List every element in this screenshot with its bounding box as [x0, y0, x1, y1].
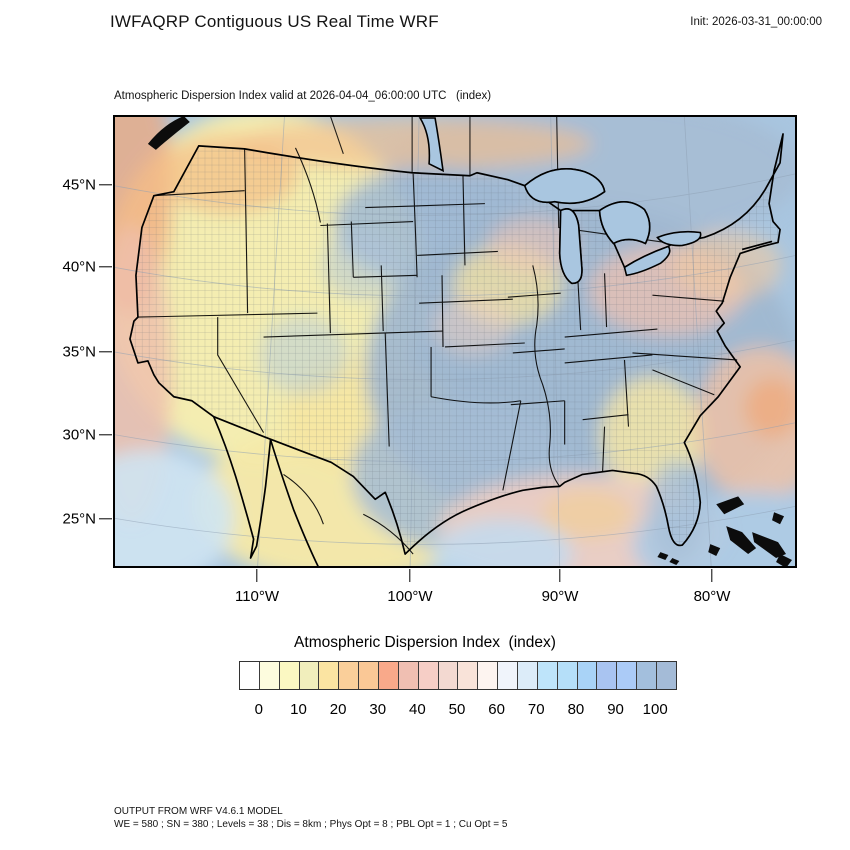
us-map-svg: [114, 116, 796, 567]
lat-tick-mark: [99, 184, 112, 186]
lat-tick-mark: [99, 266, 112, 268]
valid-time-subtitle: Atmospheric Dispersion Index valid at 20…: [114, 90, 492, 102]
colorbar-cell: [657, 662, 676, 689]
colorbar-cell: [299, 662, 320, 689]
colorbar-tick-label: 10: [290, 701, 307, 718]
colorbar-tick-label: 80: [567, 701, 585, 718]
vancouver-island: [147, 116, 190, 150]
colorbar-cell: [537, 662, 558, 689]
colorbar-cell: [597, 662, 618, 689]
colorbar-cell: [259, 662, 280, 689]
colorbar-cell: [617, 662, 638, 689]
baja-peninsula: [212, 416, 272, 559]
great-lakes: [418, 117, 702, 285]
colorbar-cell: [359, 662, 380, 689]
state-borders: [137, 147, 738, 555]
colorbar-cell: [557, 662, 578, 689]
model-config-line: WE = 580 ; SN = 380 ; Levels = 38 ; Dis …: [114, 819, 508, 830]
colorbar-cell: [398, 662, 419, 689]
colorbar-cell: [418, 662, 439, 689]
colorbar-tick-label: 90: [607, 701, 624, 718]
plot-title: IWFAQRP Contiguous US Real Time WRF: [110, 12, 439, 31]
colorbar-cell: [438, 662, 459, 689]
colorbar-cell: [339, 662, 360, 689]
colorbar-cell: [637, 662, 658, 689]
lon-tick-label: 100°W: [387, 588, 433, 605]
islands: [147, 116, 793, 567]
coastlines: [129, 133, 784, 567]
lat-tick-label: 25°N: [62, 510, 96, 528]
colorbar-cell: [498, 662, 519, 689]
model-output-line: OUTPUT FROM WRF V4.6.1 MODEL: [114, 806, 283, 817]
map-frame-border: [114, 116, 796, 567]
colorbar-tick-label: 100: [642, 701, 668, 718]
colorbar-cell: [478, 662, 499, 689]
colorbar-cell: [518, 662, 538, 689]
lat-tick-label: 40°N: [62, 258, 96, 276]
lon-tick-mark: [409, 569, 411, 582]
colorbar-tick-label: 50: [448, 701, 466, 718]
lat-tick-label: 35°N: [62, 343, 96, 361]
colorbar-cell: [577, 662, 598, 689]
colorbar-tick-label: 70: [527, 701, 545, 718]
lat-tick-mark: [99, 351, 112, 353]
mexico-coast: [269, 439, 320, 567]
lat-tick-mark: [99, 434, 112, 436]
lat-tick-mark: [99, 518, 112, 520]
lon-tick-label: 80°W: [693, 588, 731, 605]
colorbar-cell: [458, 662, 479, 689]
colorbar-tick-label: 30: [369, 701, 387, 718]
colorbar-cell: [319, 662, 340, 689]
map-canvas: [113, 115, 797, 568]
init-timestamp: Init: 2026-03-31_00:00:00: [690, 16, 822, 28]
lon-tick-mark: [559, 569, 561, 582]
lat-tick-label: 45°N: [62, 176, 96, 194]
colorbar-tick-label: 40: [409, 701, 426, 718]
lat-tick-label: 30°N: [62, 426, 96, 444]
colorbar-cell: [379, 662, 399, 689]
colorbar-tick-label: 60: [488, 701, 505, 718]
lon-tick-mark: [256, 569, 258, 582]
colorbar-title: Atmospheric Dispersion Index (index): [294, 634, 556, 651]
colorbar: [239, 661, 677, 690]
lon-tick-label: 110°W: [234, 588, 280, 605]
colorbar-tick-label: 20: [329, 701, 347, 718]
colorbar-tick-label: 0: [254, 701, 263, 718]
lon-tick-label: 90°W: [541, 588, 579, 605]
colorbar-cell: [279, 662, 300, 689]
long-island: [741, 240, 773, 251]
lon-tick-mark: [711, 569, 713, 582]
colorbar-cell: [240, 662, 260, 689]
